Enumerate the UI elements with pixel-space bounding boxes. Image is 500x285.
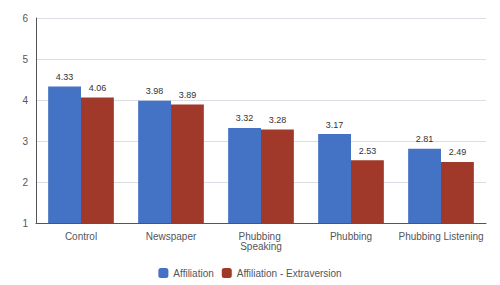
svg-text:4.33: 4.33 bbox=[56, 72, 74, 82]
svg-text:2.53: 2.53 bbox=[359, 146, 377, 156]
svg-text:Phubbing: Phubbing bbox=[238, 230, 284, 242]
svg-text:2: 2 bbox=[22, 177, 28, 188]
svg-text:3.98: 3.98 bbox=[146, 86, 164, 96]
svg-text:3.17: 3.17 bbox=[326, 120, 344, 130]
svg-text:Speaking: Speaking bbox=[240, 241, 282, 252]
svg-text:3.32: 3.32 bbox=[236, 113, 254, 123]
svg-text:1: 1 bbox=[22, 218, 28, 229]
svg-text:5: 5 bbox=[22, 54, 28, 65]
svg-text:Phubbing: Phubbing bbox=[330, 231, 372, 242]
svg-text:Affiliation: Affiliation bbox=[173, 268, 213, 279]
svg-text:Control: Control bbox=[65, 231, 97, 242]
svg-text:3: 3 bbox=[22, 136, 28, 147]
svg-text:3.28: 3.28 bbox=[269, 115, 287, 125]
svg-text:3.89: 3.89 bbox=[179, 90, 197, 100]
svg-text:Phubbing Listening: Phubbing Listening bbox=[398, 231, 483, 242]
svg-text:2.49: 2.49 bbox=[449, 147, 467, 157]
svg-text:Newspaper: Newspaper bbox=[146, 231, 197, 242]
svg-text:4.06: 4.06 bbox=[89, 83, 107, 93]
svg-text:6: 6 bbox=[22, 13, 28, 24]
svg-text:Affiliation - Extraversion: Affiliation - Extraversion bbox=[237, 268, 342, 279]
svg-text:4: 4 bbox=[22, 95, 28, 106]
svg-text:2.81: 2.81 bbox=[416, 134, 434, 144]
